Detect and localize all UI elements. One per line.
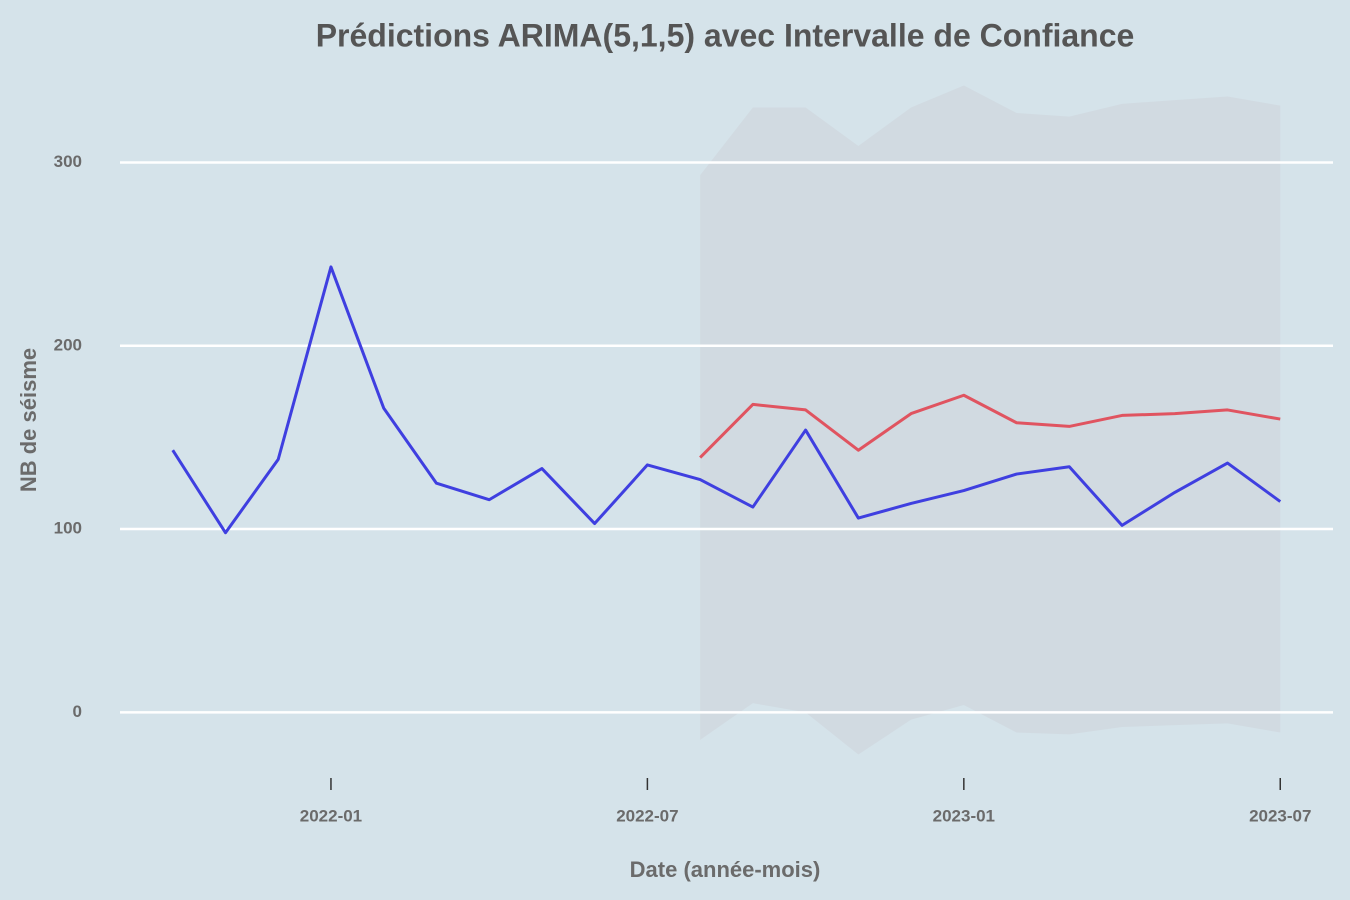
- confidence-band: [700, 85, 1281, 755]
- y-tick-label: 200: [54, 335, 82, 354]
- y-tick-label: 300: [54, 152, 82, 171]
- x-tick-label: 2023-07: [1249, 806, 1311, 825]
- y-axis-label: NB de séisme: [16, 348, 41, 492]
- y-tick-label: 0: [73, 702, 82, 721]
- x-axis-label: Date (année-mois): [630, 857, 821, 882]
- data-line: [171, 265, 1282, 535]
- x-tick-label: 2023-01: [933, 806, 995, 825]
- chart-title: Prédictions ARIMA(5,1,5) avec Intervalle…: [316, 17, 1135, 53]
- data-line: [699, 393, 1281, 459]
- x-tick-label: 2022-07: [616, 806, 678, 825]
- band-layer: [700, 85, 1281, 755]
- x-tick-label: 2022-01: [300, 806, 362, 825]
- grid-layer: 0 100 200 300 2022-01 2022-07 2023-01 2023-07: [54, 152, 1333, 825]
- y-tick-label: 100: [54, 519, 82, 538]
- line-layer: [171, 265, 1282, 535]
